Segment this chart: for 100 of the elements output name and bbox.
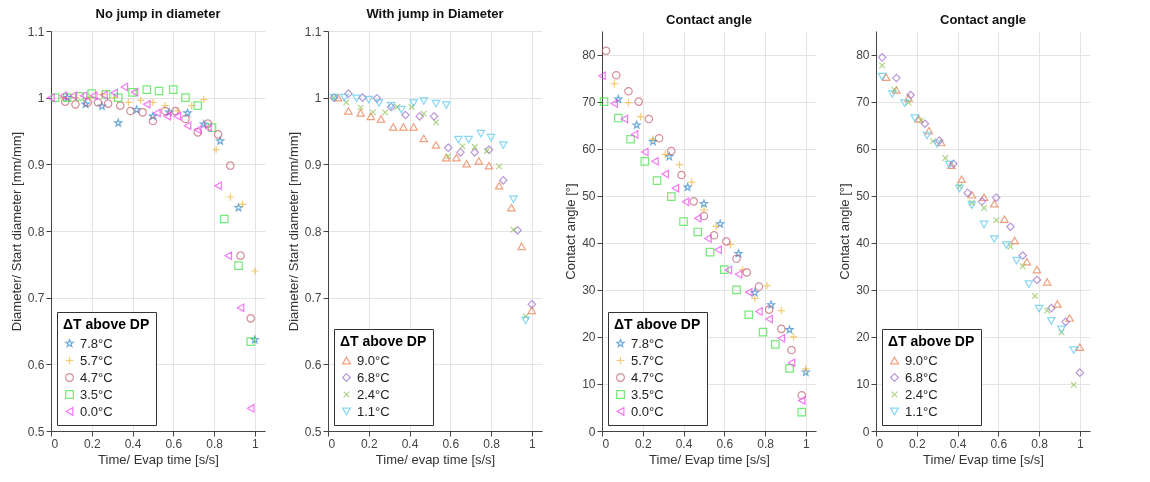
x-tick-label: 0.2: [908, 436, 926, 451]
x-tick-label: 0: [51, 436, 59, 451]
point: [452, 153, 461, 162]
point: [732, 254, 741, 264]
point: [408, 103, 415, 111]
point: [1042, 278, 1052, 286]
point: [211, 145, 221, 154]
point: [977, 197, 987, 206]
point: [168, 85, 178, 94]
point: [719, 265, 729, 274]
point: [1002, 241, 1011, 249]
point: [777, 324, 786, 334]
point: [1012, 256, 1021, 265]
point: [521, 316, 530, 325]
point: [333, 93, 343, 102]
point: [126, 106, 135, 116]
point: [110, 88, 118, 98]
legend-title: ΔT above DP: [614, 316, 701, 332]
point: [1043, 307, 1051, 314]
point: [148, 98, 158, 107]
x-axis-title: Time/ evap time [s/s]: [375, 451, 496, 467]
x-axis-title: Time/ Evap time [s/s]: [98, 451, 219, 467]
point: [797, 407, 807, 417]
point: [471, 143, 479, 151]
y-tick-label: 1.1: [304, 24, 322, 39]
point: [991, 193, 1001, 202]
point: [957, 175, 966, 184]
point: [344, 107, 353, 115]
point: [120, 82, 129, 92]
point: [679, 217, 688, 226]
point: [1024, 280, 1034, 288]
point: [711, 221, 721, 231]
point: [470, 148, 480, 157]
point: [1006, 222, 1015, 232]
point: [963, 188, 973, 198]
point: [236, 251, 245, 260]
point: [632, 120, 641, 129]
point: [941, 154, 949, 162]
point: [732, 285, 741, 295]
point: [881, 73, 891, 81]
x-tick-label: 0: [602, 436, 610, 451]
point: [979, 193, 989, 201]
point: [693, 213, 702, 223]
legend-label: 2.4°C: [357, 386, 390, 402]
x-tick-label: 0.8: [206, 436, 224, 451]
point: [932, 140, 942, 148]
point: [181, 93, 190, 102]
legend-label: 9.0°C: [357, 352, 390, 368]
point: [699, 205, 709, 215]
chart-title: Contact angle: [666, 12, 752, 27]
point: [722, 237, 731, 246]
point: [142, 85, 152, 94]
point: [153, 108, 161, 118]
point: [409, 99, 418, 107]
y-tick-label: 0.9: [304, 157, 322, 172]
x-tick-label: 0.6: [442, 436, 460, 451]
point: [1070, 381, 1078, 389]
y-tick-label: 80: [582, 48, 596, 63]
point: [456, 148, 465, 157]
legend-label: 2.4°C: [905, 386, 938, 402]
y-tick-label: 1: [37, 91, 45, 106]
point: [47, 93, 55, 102]
legend-label: 0.0°C: [631, 403, 664, 419]
point: [60, 97, 70, 106]
point: [464, 135, 473, 144]
point: [789, 332, 798, 342]
x-tick-label: 1: [528, 436, 536, 451]
point: [193, 128, 203, 137]
point: [767, 300, 776, 309]
legend-label: 5.7°C: [80, 352, 113, 368]
y-tick-label: 1.1: [27, 24, 45, 39]
point: [358, 93, 367, 102]
point: [527, 306, 537, 315]
point: [785, 364, 794, 373]
point: [459, 142, 466, 150]
point: [924, 126, 934, 135]
point: [132, 105, 141, 114]
y-axis-title: Diameter/ Start diameter [mm/mm]: [285, 131, 301, 332]
point: [1010, 236, 1019, 245]
point: [665, 152, 674, 161]
point: [142, 100, 151, 109]
point: [992, 216, 1000, 224]
point: [165, 108, 174, 116]
point: [507, 203, 516, 212]
point: [364, 95, 374, 104]
point: [79, 91, 88, 100]
legend-title: ΔT above DP: [340, 333, 427, 349]
point: [989, 235, 999, 243]
point: [644, 114, 654, 124]
legend-title: ΔT above DP: [63, 316, 150, 332]
point: [160, 106, 170, 116]
point: [744, 310, 754, 320]
y-tick-label: 20: [856, 330, 870, 345]
point: [785, 325, 794, 334]
point: [429, 112, 439, 121]
point: [173, 112, 182, 121]
point: [138, 108, 148, 117]
x-tick-label: 0.2: [83, 436, 101, 451]
point: [654, 133, 664, 143]
point: [344, 89, 353, 98]
